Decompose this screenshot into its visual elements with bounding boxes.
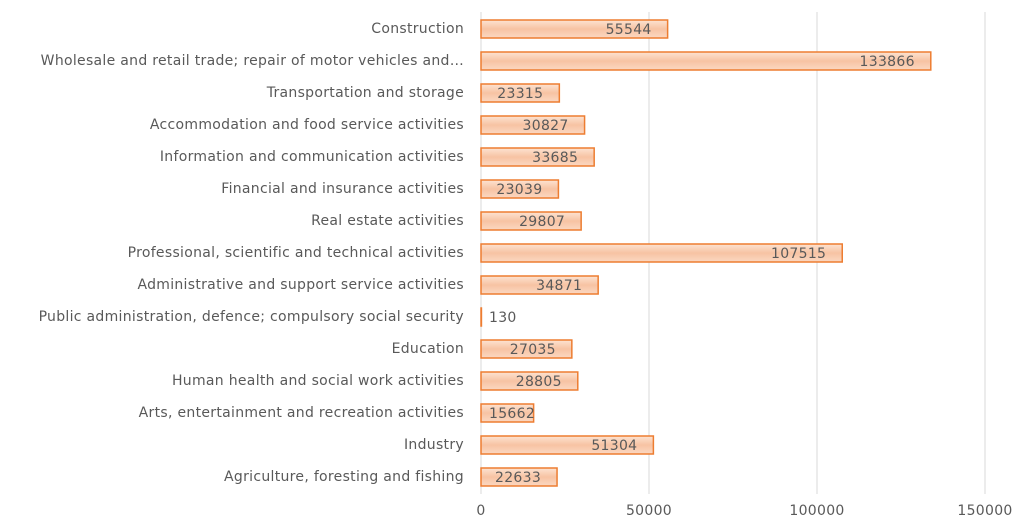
data-label: 34871	[536, 278, 582, 294]
y-tick-label: Transportation and storage	[266, 85, 464, 101]
bar	[480, 83, 561, 103]
bar	[480, 403, 535, 423]
y-tick-label: Professional, scientific and technical a…	[128, 245, 464, 261]
y-tick-label: Real estate activities	[311, 213, 464, 229]
bar	[480, 339, 573, 359]
bar	[480, 19, 669, 39]
bar	[480, 371, 579, 391]
data-label: 107515	[771, 246, 826, 262]
data-label: 27035	[510, 342, 556, 358]
y-tick-label: Public administration, defence; compulso…	[39, 309, 464, 325]
x-tick-label: 50000	[626, 503, 672, 519]
bar	[480, 243, 844, 263]
y-tick-label: Arts, entertainment and recreation activ…	[139, 405, 464, 421]
y-tick-label: Agriculture, foresting and fishing	[224, 469, 464, 485]
x-tick-label: 150000	[957, 503, 1012, 519]
y-tick-label: Education	[392, 341, 464, 357]
y-tick-label: Administrative and support service activ…	[137, 277, 464, 293]
data-label: 30827	[523, 118, 569, 134]
data-label: 55544	[606, 22, 652, 38]
x-tick-label: 0	[476, 503, 485, 519]
y-tick-label: Accommodation and food service activitie…	[150, 117, 464, 133]
bar	[480, 115, 586, 135]
bar	[480, 275, 599, 295]
bar	[480, 147, 595, 167]
bar	[480, 211, 582, 231]
y-tick-label: Construction	[371, 21, 464, 37]
data-label: 130	[489, 310, 517, 326]
y-tick-label: Information and communication activities	[160, 149, 464, 165]
data-label: 23315	[497, 86, 543, 102]
y-tick-label: Financial and insurance activities	[221, 181, 464, 197]
data-label: 33685	[532, 150, 578, 166]
bar	[480, 179, 560, 199]
data-label: 133866	[860, 54, 915, 70]
bar	[480, 51, 932, 71]
bar	[480, 435, 655, 455]
y-tick-label: Human health and social work activities	[172, 373, 464, 389]
data-label: 15662	[489, 406, 535, 422]
data-label: 23039	[496, 182, 542, 198]
data-label: 29807	[519, 214, 565, 230]
y-tick-label: Wholesale and retail trade; repair of mo…	[41, 53, 464, 69]
x-tick-label: 100000	[789, 503, 844, 519]
y-tick-label: Industry	[404, 437, 464, 453]
data-label: 28805	[516, 374, 562, 390]
data-label: 22633	[495, 470, 541, 486]
bar	[480, 467, 558, 487]
data-label: 51304	[591, 438, 637, 454]
